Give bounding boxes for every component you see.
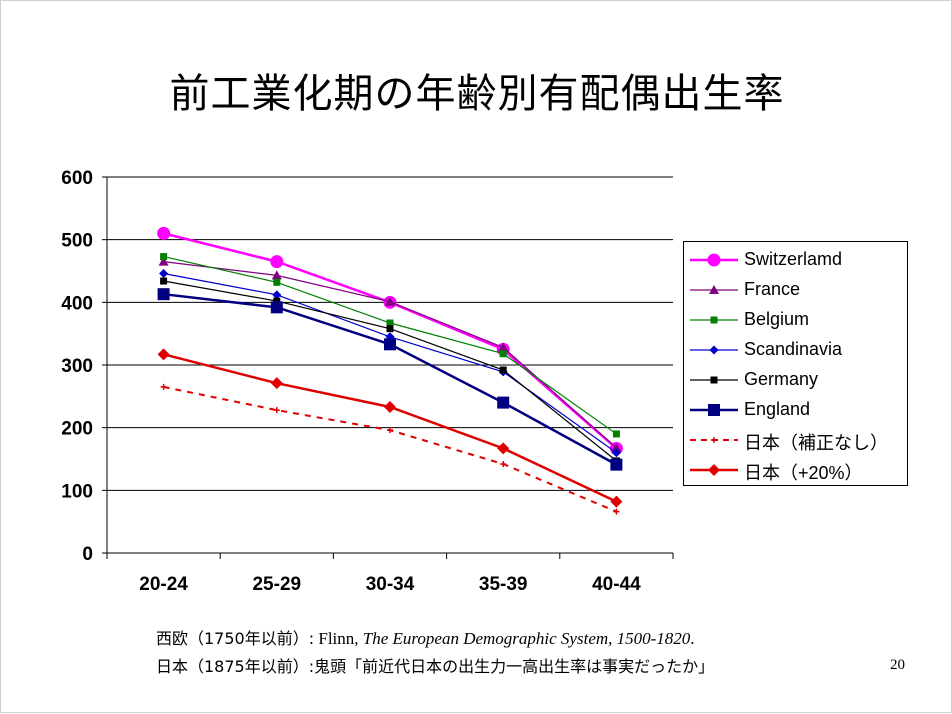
y-tick-label: 300 — [61, 356, 93, 377]
legend-label: France — [744, 279, 801, 299]
legend-label: 日本（+20%） — [744, 463, 863, 483]
legend-item: Scandinavia — [684, 335, 907, 365]
legend-item: Germany — [684, 365, 907, 395]
legend-swatch-marker — [709, 285, 719, 294]
series-Belgium — [160, 253, 620, 438]
data-point — [386, 325, 394, 333]
legend-item: Belgium — [684, 305, 907, 335]
data-point — [387, 427, 393, 434]
data-point — [159, 269, 169, 279]
legend-swatch — [690, 316, 738, 324]
data-point — [270, 377, 283, 390]
legend-swatch-marker — [711, 437, 717, 443]
page-number: 20 — [890, 657, 905, 673]
data-point — [612, 430, 620, 438]
source-europe-work: The European Demographic System, 1500-18… — [362, 629, 691, 648]
data-point — [273, 297, 281, 305]
legend-swatch-marker — [708, 464, 720, 476]
x-tick-label: 40-44 — [592, 574, 641, 595]
source-line-japan: 日本（1875年以前）:鬼頭「前近代日本の出生力一高出生率は事実だったか」 — [156, 653, 714, 677]
legend-swatch-marker — [708, 404, 720, 416]
data-point — [160, 383, 167, 390]
legend-label: 日本（補正なし） — [744, 433, 888, 453]
legend-swatch-marker — [710, 376, 718, 384]
legend-swatch-marker — [707, 253, 721, 267]
legend-item: 日本（補正なし） — [684, 425, 907, 455]
legend-swatch — [690, 404, 738, 416]
data-point — [500, 461, 507, 468]
legend-item: 日本（+20%） — [684, 455, 907, 485]
data-point — [384, 400, 396, 413]
legend-label: Belgium — [744, 309, 810, 329]
data-point — [610, 458, 623, 471]
x-tick-label: 35-39 — [479, 574, 528, 595]
x-tick-label: 25-29 — [252, 574, 301, 595]
legend-swatch — [690, 376, 738, 384]
data-point — [497, 396, 510, 409]
legend-item: Switzerlamd — [684, 245, 907, 275]
legend-swatch — [690, 464, 738, 476]
legend-swatch — [690, 253, 738, 267]
data-point — [270, 301, 283, 314]
source-europe-end: . — [690, 629, 695, 648]
y-tick-label: 200 — [61, 419, 93, 440]
slide-title: 前工業化期の年齢別有配偶出生率 — [169, 71, 785, 117]
data-point — [158, 256, 169, 266]
x-tick-label: 20-24 — [139, 574, 188, 595]
legend-label: Germany — [744, 369, 819, 389]
data-point — [610, 495, 623, 508]
data-point — [384, 338, 396, 351]
source-europe-prefix: 西欧（1750年以前）: — [156, 629, 315, 648]
series-England — [157, 288, 623, 471]
data-point — [272, 290, 282, 300]
series-line — [163, 261, 617, 449]
legend-item: France — [684, 275, 907, 305]
data-point — [273, 278, 281, 286]
legend-item: England — [684, 395, 907, 425]
data-point — [498, 342, 509, 352]
y-tick-label: 0 — [82, 544, 93, 565]
data-point — [270, 255, 284, 269]
data-point — [273, 407, 280, 414]
x-tick-label: 30-34 — [366, 574, 415, 595]
data-point — [385, 296, 395, 306]
legend-swatch-marker — [709, 345, 719, 355]
data-point — [611, 442, 622, 452]
series-日本（+20%） — [157, 348, 623, 508]
y-tick-label: 400 — [61, 293, 93, 314]
source-japan-prefix: 日本（1875年以前）: — [156, 657, 315, 676]
y-tick-label: 600 — [61, 168, 93, 189]
data-point — [499, 366, 507, 374]
legend-swatch — [690, 285, 738, 294]
data-point — [160, 277, 168, 285]
series-日本（補正なし） — [160, 383, 620, 515]
legend-swatch — [690, 345, 738, 355]
y-tick-label: 100 — [61, 481, 93, 502]
source-line-europe: 西欧（1750年以前）: Flinn, The European Demogra… — [156, 625, 695, 649]
data-point — [499, 350, 507, 358]
data-point — [613, 508, 620, 515]
data-point — [157, 348, 170, 361]
y-tick-label: 500 — [61, 231, 93, 252]
data-point — [271, 270, 282, 280]
data-point — [160, 253, 168, 261]
legend-label: Scandinavia — [744, 339, 843, 359]
legend-swatch-marker — [710, 316, 718, 324]
source-europe-author: Flinn, — [314, 629, 363, 648]
legend-label: Switzerlamd — [744, 249, 843, 269]
chart-legend: Switzerlamd France Belgium Scandinavia Germa… — [683, 241, 908, 486]
legend-label: England — [744, 399, 811, 419]
legend-swatch — [690, 437, 738, 443]
data-point — [386, 319, 394, 327]
data-point — [611, 448, 621, 458]
data-point — [157, 288, 170, 301]
data-point — [497, 442, 510, 455]
data-point — [157, 226, 171, 240]
source-japan-text: 鬼頭「前近代日本の出生力一高出生率は事実だったか」 — [314, 657, 715, 676]
